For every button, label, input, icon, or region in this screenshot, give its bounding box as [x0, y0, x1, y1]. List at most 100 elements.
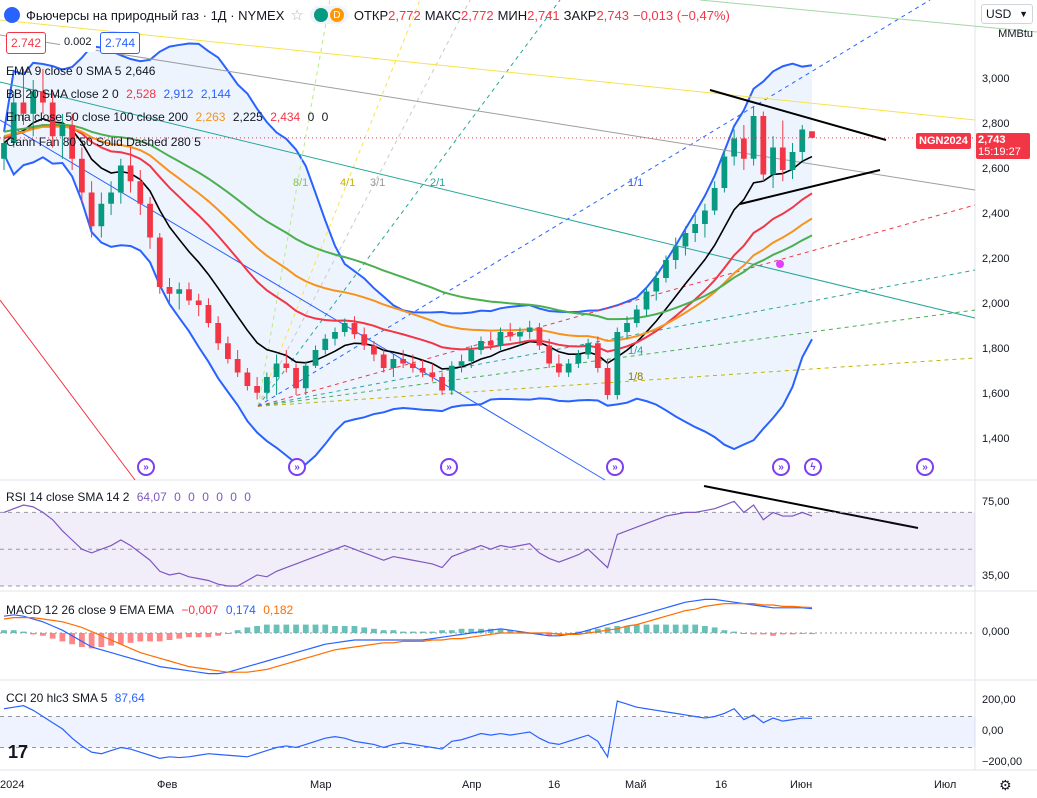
macd-hist-81 — [789, 633, 796, 635]
gann-label-4: 1/1 — [628, 177, 643, 189]
macd-hist-15 — [147, 633, 153, 642]
macd-signal-value: 0,182 — [263, 603, 294, 617]
macd-hist-31 — [302, 624, 309, 633]
macd-hist-67 — [653, 624, 660, 633]
nymex-icon — [4, 7, 20, 23]
macd-hist-47 — [458, 628, 465, 633]
macd-hist-14 — [137, 633, 144, 642]
candle-body-16 — [156, 237, 163, 287]
ema50-line — [3, 124, 813, 353]
trend-line-gray — [0, 34, 976, 191]
delayed-data-icon: D — [329, 8, 344, 22]
ema3-value-3: 2,434 — [270, 110, 301, 124]
last-price-tag: 2,743 15:19:27 — [976, 133, 1030, 159]
dividend-marker-icon[interactable]: ϟ — [804, 458, 822, 476]
macd-hist-70 — [682, 624, 689, 633]
cci-line — [3, 700, 813, 759]
macd-hist-61 — [594, 628, 601, 633]
rsi-extra-3: 0 — [202, 490, 209, 504]
cci-legend[interactable]: CCI 20 hlc3 SMA 5 87,64 — [6, 690, 149, 706]
event-marker-5[interactable]: » — [772, 458, 790, 476]
star-icon[interactable]: ☆ — [290, 7, 304, 24]
macd-hist-57 — [556, 633, 562, 635]
candle-body-35 — [341, 323, 348, 332]
candle-body-34 — [332, 332, 338, 339]
tradingview-logo[interactable]: 17 — [8, 742, 29, 762]
candle-body-56 — [546, 345, 553, 364]
candle-body-41 — [400, 359, 407, 364]
candle-body-32 — [312, 350, 319, 366]
candle-body-71 — [692, 224, 699, 233]
event-marker-3[interactable]: » — [440, 458, 458, 476]
candle-body-45 — [439, 377, 445, 391]
bb-lower-line — [3, 153, 813, 466]
candle-body-65 — [633, 309, 640, 323]
candle-body-39 — [380, 354, 387, 368]
candle-body-77 — [750, 116, 757, 159]
bb-upper-value: 2,912 — [163, 87, 194, 101]
candle-body-67 — [653, 278, 660, 292]
price-tick-6: 1,800 — [982, 343, 1010, 355]
unit-label[interactable]: MMBtu — [998, 28, 1033, 40]
rsi-legend[interactable]: RSI 14 close SMA 14 2 64,07 0 0 0 0 0 0 — [6, 489, 255, 505]
price-tick-3: 2,400 — [982, 208, 1010, 220]
gann-fan-line-4 — [257, 0, 931, 407]
ema3-legend[interactable]: Ema close 50 close 100 close 200 2,263 2… — [6, 109, 332, 125]
macd-hist-83 — [809, 633, 815, 635]
event-marker-2[interactable]: » — [288, 458, 306, 476]
candle-body-6 — [59, 125, 66, 137]
candle-body-62 — [604, 368, 611, 395]
event-marker-4[interactable]: » — [606, 458, 624, 476]
candle-body-70 — [682, 233, 689, 247]
candle-body-25 — [244, 372, 251, 386]
settings-icon[interactable]: ⚙ — [999, 777, 1012, 793]
candle-body-30 — [293, 368, 299, 389]
bb-upper-line — [3, 42, 813, 315]
time-tick-5: Май — [625, 779, 647, 791]
status-pills[interactable]: D — [309, 6, 348, 24]
ask-price[interactable]: 2.744 — [100, 32, 141, 54]
macd-hist-27 — [263, 624, 270, 633]
macd-legend[interactable]: MACD 12 26 close 9 EMA EMA −0,007 0,174 … — [6, 602, 297, 618]
ema9-legend[interactable]: EMA 9 close 0 SMA 5 2,646 — [6, 63, 159, 79]
currency-selector[interactable]: USD ▼ — [981, 4, 1033, 24]
rsi-tick-1: 35,00 — [982, 569, 1010, 582]
macd-hist-13 — [127, 633, 134, 643]
macd-hist-48 — [468, 628, 475, 633]
trend-line-yellow — [0, 19, 976, 121]
candle-body-14 — [137, 181, 144, 204]
event-marker-1[interactable]: » — [137, 458, 155, 476]
price-tick-0: 3,000 — [982, 73, 1010, 85]
bid-price[interactable]: 2.742 — [6, 32, 47, 54]
macd-hist-2 — [20, 631, 27, 633]
macd-hist-69 — [672, 624, 679, 633]
candle-body-1 — [10, 102, 17, 143]
candle-body-24 — [234, 359, 241, 373]
candle-body-5 — [49, 102, 56, 137]
macd-hist-42 — [409, 631, 416, 633]
candle-body-17 — [166, 287, 173, 294]
candle-body-11 — [108, 192, 114, 204]
candle-body-52 — [507, 332, 514, 337]
candle-body-4 — [40, 91, 46, 103]
candle-body-57 — [556, 363, 562, 373]
gann-label-2: 3/1 — [370, 177, 385, 189]
macd-hist-3 — [30, 633, 37, 635]
gann-legend[interactable]: Gann Fan 80 50 Solid Dashed 280 5 — [6, 134, 205, 150]
macd-hist-18 — [176, 633, 183, 639]
chart-title[interactable]: Фьючерсы на природный газ · 1Д · NYMEX — [26, 7, 285, 23]
rsi-extra-1: 0 — [174, 490, 181, 504]
event-marker-6[interactable]: » — [916, 458, 934, 476]
gann-label-1: 4/1 — [340, 177, 355, 189]
macd-hist-21 — [205, 633, 212, 638]
candle-body-72 — [702, 210, 708, 224]
macd-hist-37 — [361, 627, 368, 633]
candle-body-49 — [478, 341, 484, 350]
candle-body-7 — [69, 125, 76, 159]
candle-body-81 — [789, 152, 796, 170]
cci-tick-2: −200,00 — [982, 756, 1023, 768]
trend-line-blue — [0, 119, 606, 481]
candle-body-44 — [429, 372, 436, 377]
bb-legend[interactable]: BB 20 SMA close 2 0 2,528 2,912 2,144 — [6, 86, 235, 102]
